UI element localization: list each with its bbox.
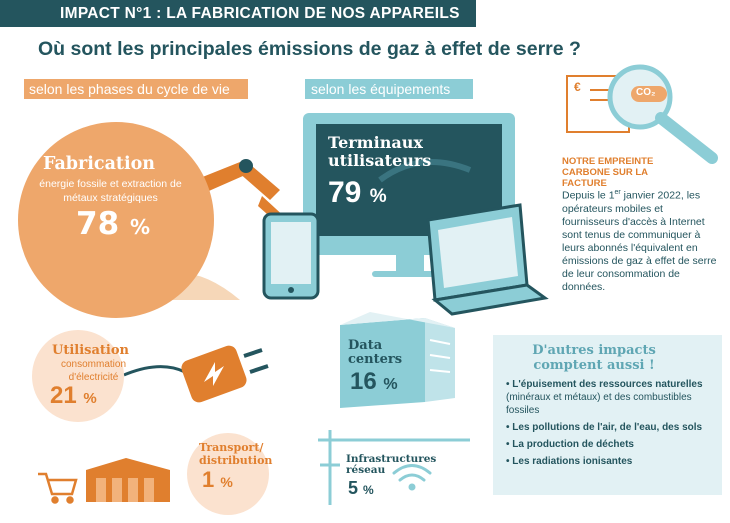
fabrication-title: Fabrication — [43, 154, 156, 174]
utilisation-circle — [32, 330, 124, 422]
antenna-icon — [318, 430, 470, 505]
laptop-icon — [426, 203, 549, 316]
infra-value: 5 % — [348, 478, 374, 498]
wifi-icon — [392, 464, 432, 491]
warehouse-icon — [86, 458, 170, 502]
section-label-phases: selon les phases du cycle de vie — [24, 79, 248, 99]
list-item: • Les radiations ionisantes — [506, 456, 633, 467]
note-title: NOTRE EMPREINTE CARBONE SUR LA FACTURE — [562, 156, 654, 189]
co2-label: CO₂ — [636, 87, 656, 98]
fabrication-circle — [18, 122, 214, 318]
plug-icon — [123, 345, 269, 403]
list-item: • La production de déchets — [506, 439, 634, 450]
terminaux-title: Terminaux utilisateurs — [328, 133, 432, 170]
list-item: • L'épuisement des ressources naturelles… — [506, 379, 703, 416]
bill-currency-label: € — [574, 80, 581, 94]
note-body: Depuis le 1er janvier 2022, les opérateu… — [562, 189, 717, 293]
terminaux-value: 79 % — [328, 176, 387, 209]
shopping-cart-icon — [38, 472, 78, 504]
page-title: Où sont les principales émissions de gaz… — [38, 38, 581, 60]
smartphone-icon — [262, 212, 320, 300]
transport-title: Transport/ distribution — [199, 441, 273, 467]
datacenters-title: Data centers — [348, 338, 403, 367]
datacenters-value: 16 % — [350, 368, 398, 395]
transport-value: 1 % — [202, 467, 233, 492]
fabrication-desc: énergie fossile et extraction de métaux … — [39, 178, 182, 204]
header-band — [0, 0, 476, 27]
header-band-label: IMPACT N°1 : LA FABRICATION DE NOS APPAR… — [60, 5, 460, 22]
utilisation-title: Utilisation — [52, 343, 129, 358]
magnifier-icon — [607, 64, 718, 164]
transport-circle — [187, 433, 269, 515]
section-label-equipment: selon les équipements — [305, 79, 473, 99]
infra-title: Infrastructures réseau — [346, 453, 437, 476]
other-impacts-box — [493, 335, 722, 495]
other-impacts-title: D'autres impacts comptent aussi ! — [532, 343, 656, 373]
utilisation-value: 21 % — [50, 382, 97, 409]
other-impacts-list: • L'épuisement des ressources naturelles… — [506, 378, 720, 472]
list-item: • Les pollutions de l'air, de l'eau, des… — [506, 422, 703, 433]
utilisation-desc: consommation d'électricité — [60, 359, 127, 383]
fabrication-value: 78 % — [76, 206, 150, 242]
server-icon — [340, 312, 455, 408]
